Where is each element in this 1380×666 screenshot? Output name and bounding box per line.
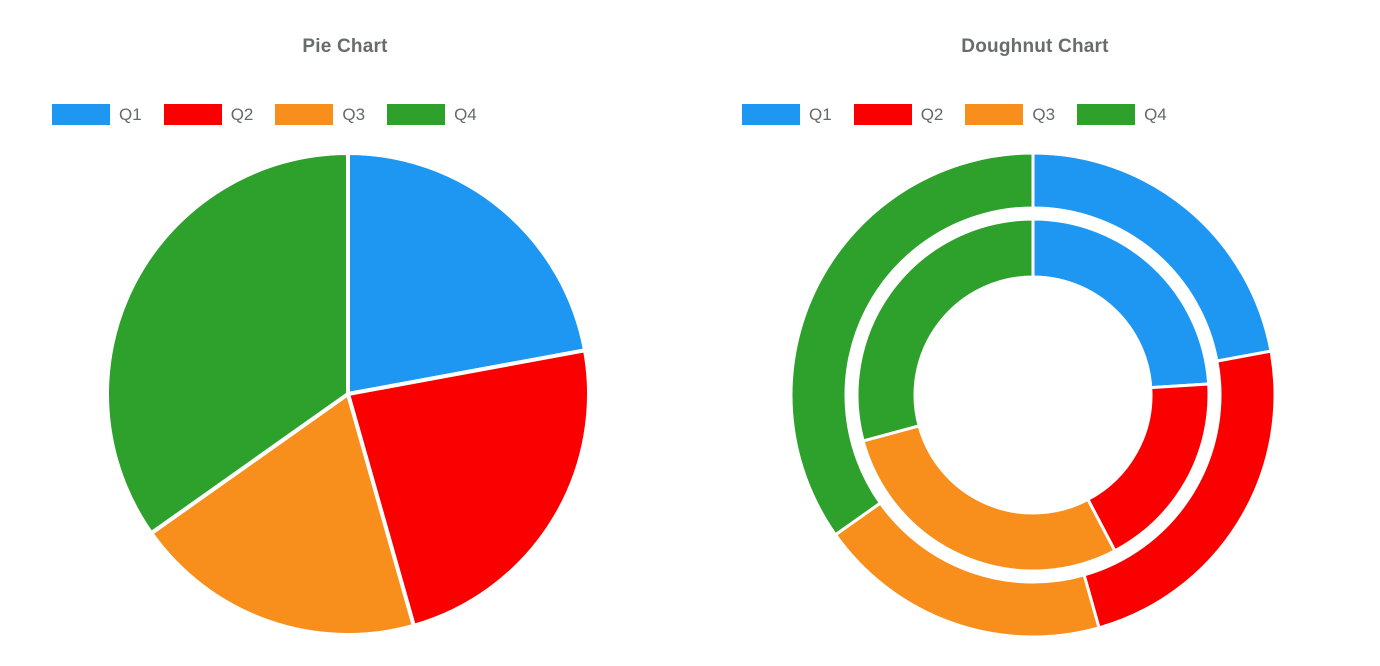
legend-label: Q3 (1032, 105, 1056, 124)
legend-swatch-q1 (52, 104, 110, 125)
legend-swatch-q3 (275, 104, 334, 125)
legend-label: Q1 (809, 105, 832, 124)
doughnut-chart-legend: Q1 Q2 Q3 Q4 (742, 104, 1189, 125)
legend-swatch-q1 (742, 104, 800, 125)
doughnut-chart-panel: Doughnut Chart Q1 Q2 Q3 Q4 (690, 0, 1380, 666)
legend-label: Q4 (1144, 105, 1167, 124)
legend-swatch-q3 (965, 104, 1024, 125)
doughnut-slice-inner-q3[interactable] (861, 423, 1117, 573)
pie-chart-legend: Q1 Q2 Q3 Q4 (52, 104, 499, 125)
legend-item-q2[interactable]: Q2 (853, 104, 944, 125)
legend-swatch-q4 (1077, 104, 1136, 125)
legend-item-q3[interactable]: Q3 (275, 104, 365, 125)
legend-item-q4[interactable]: Q4 (387, 104, 477, 125)
doughnut-slice-inner-q4[interactable] (855, 217, 1035, 443)
legend-label: Q1 (119, 105, 142, 124)
legend-item-q1[interactable]: Q1 (52, 104, 142, 125)
doughnut-slice-inner-q1[interactable] (1031, 217, 1211, 390)
pie-chart-canvas[interactable] (0, 0, 690, 666)
pie-slice-q3[interactable] (148, 390, 417, 637)
legend-item-q4[interactable]: Q4 (1077, 104, 1167, 125)
pie-slice-q4[interactable] (105, 150, 350, 536)
legend-label: Q2 (230, 105, 254, 124)
pie-slice-q1[interactable] (346, 150, 588, 397)
legend-swatch-q2 (853, 104, 912, 125)
pie-slice-q2[interactable] (345, 347, 591, 629)
legend-swatch-q2 (163, 104, 222, 125)
pie-chart-title: Pie Chart (302, 36, 388, 57)
pie-chart-panel: Pie Chart Q1 Q2 Q3 Q4 (0, 0, 690, 666)
doughnut-chart-title: Doughnut Chart (961, 36, 1109, 57)
legend-label: Q4 (454, 105, 477, 124)
legend-label: Q2 (920, 105, 944, 124)
doughnut-chart-canvas[interactable] (690, 0, 1380, 666)
legend-swatch-q4 (387, 104, 446, 125)
legend-item-q1[interactable]: Q1 (742, 104, 832, 125)
legend-item-q2[interactable]: Q2 (163, 104, 254, 125)
doughnut-slice-outer-q4[interactable] (789, 151, 1035, 537)
legend-label: Q3 (342, 105, 366, 124)
legend-item-q3[interactable]: Q3 (965, 104, 1055, 125)
